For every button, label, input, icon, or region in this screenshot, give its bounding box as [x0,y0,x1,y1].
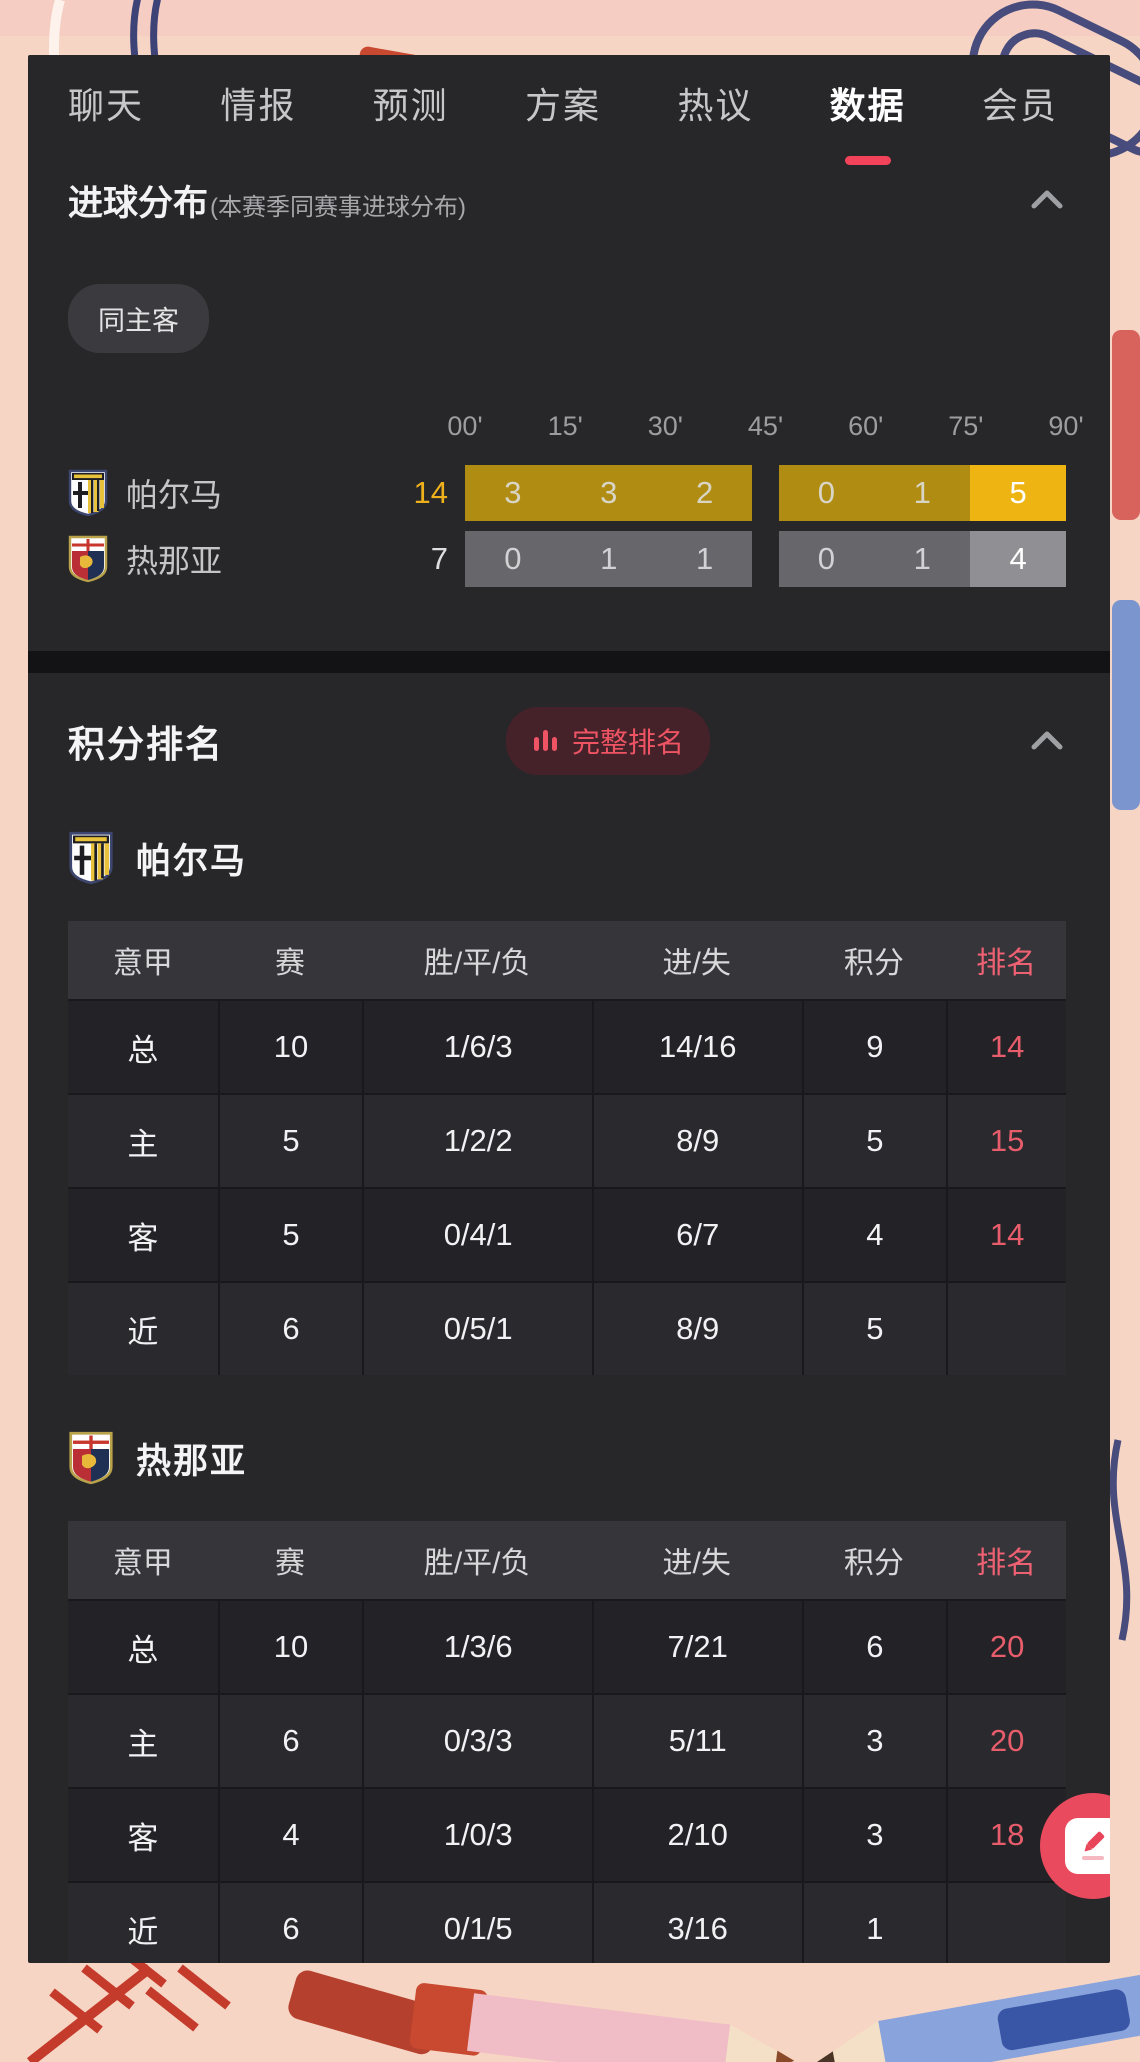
full-ranking-button[interactable]: 完整排名 [505,707,710,775]
team-name: 帕尔马 [136,841,248,881]
goal-bars: 0 1 1 0 1 4 [465,531,1066,587]
table-row: 总 10 1/3/6 7/21 6 20 [68,1599,1066,1693]
active-tab-indicator [844,156,891,165]
parma-logo [68,469,108,517]
team-name: 帕尔马 [126,477,223,513]
tab-data[interactable]: 数据 [830,77,906,165]
tab-chat[interactable]: 聊天 [68,85,145,126]
team-goal-total: 14 [413,475,448,510]
table-header-row: 意甲 赛 胜/平/负 进/失 积分 排名 [68,921,1066,999]
tab-hot[interactable]: 热议 [677,85,754,126]
parma-logo [69,831,113,885]
collapse-section-button[interactable] [1028,727,1066,756]
blue-pencil-bottom [816,1972,1140,2062]
chevron-up-icon [1031,731,1063,749]
tab-plan[interactable]: 方案 [524,85,601,126]
table-row: 主 5 1/2/2 8/9 5 15 [68,1093,1066,1187]
edit-pencil-icon [1065,1818,1110,1874]
team-header-genoa: 热那亚 [68,1431,1066,1485]
team-name: 热那亚 [136,1441,248,1481]
table-header-row: 意甲 赛 胜/平/负 进/失 积分 排名 [68,1521,1066,1599]
pink-pencil-bottom [409,1983,795,2062]
table-row: 主 6 0/3/3 5/11 3 20 [68,1693,1066,1787]
table-row: 客 5 0/4/1 6/7 4 14 [68,1187,1066,1281]
tab-intel[interactable]: 情报 [220,85,297,126]
section-divider [28,651,1110,673]
time-axis: 00' 15' 30' 45' 60' 75' 90' [447,411,1084,441]
bar-chart-icon [533,730,557,751]
goal-distribution-title: 进球分布 [68,184,209,223]
tab-predict[interactable]: 预测 [372,85,449,126]
table-row: 客 4 1/0/3 2/10 3 18 [68,1787,1066,1881]
red-hatch-bottom-left [26,1942,231,2062]
tab-member[interactable]: 会员 [981,85,1058,126]
distribution-row-genoa: 热那亚 7 0 1 1 0 1 4 [68,531,1066,587]
standings-section: 积分排名 完整排名 [28,707,1110,1963]
team-goal-total: 7 [430,541,448,576]
table-row: 近 6 0/1/5 3/16 1 [68,1881,1066,1963]
team-header-parma: 帕尔马 [68,831,1066,885]
same-home-away-filter-button[interactable]: 同主客 [68,284,209,353]
red-marker-bottom [288,1970,441,2055]
standings-title: 积分排名 [68,724,224,765]
table-row: 近 6 0/5/1 8/9 5 [68,1281,1066,1375]
standings-table-parma: 意甲 赛 胜/平/负 进/失 积分 排名 总 10 1/6/3 14/16 9 … [68,921,1066,1375]
match-data-panel: 聊天 情报 预测 方案 热议 数据 会员 进球分布 (本赛季同赛事进球分布) [28,55,1110,1963]
collapse-section-button[interactable] [1028,186,1066,215]
goal-distribution-subtitle: (本赛季同赛事进球分布) [210,194,466,221]
genoa-logo [69,1431,113,1485]
genoa-logo [68,535,108,583]
table-row: 总 10 1/6/3 14/16 9 14 [68,999,1066,1093]
tab-bar: 聊天 情报 预测 方案 热议 数据 会员 [28,55,1110,165]
goal-distribution-section: 进球分布 (本赛季同赛事进球分布) 同主客 00' 15' 30' 45' 60… [28,175,1110,651]
goal-bars: 3 3 2 0 1 5 [465,465,1066,521]
chevron-up-icon [1031,190,1063,209]
standings-table-genoa: 意甲 赛 胜/平/负 进/失 积分 排名 总 10 1/3/6 7/21 6 2… [68,1521,1066,1963]
distribution-row-parma: 帕尔马 14 3 3 2 0 1 5 [68,465,1066,521]
team-name: 热那亚 [126,543,223,579]
